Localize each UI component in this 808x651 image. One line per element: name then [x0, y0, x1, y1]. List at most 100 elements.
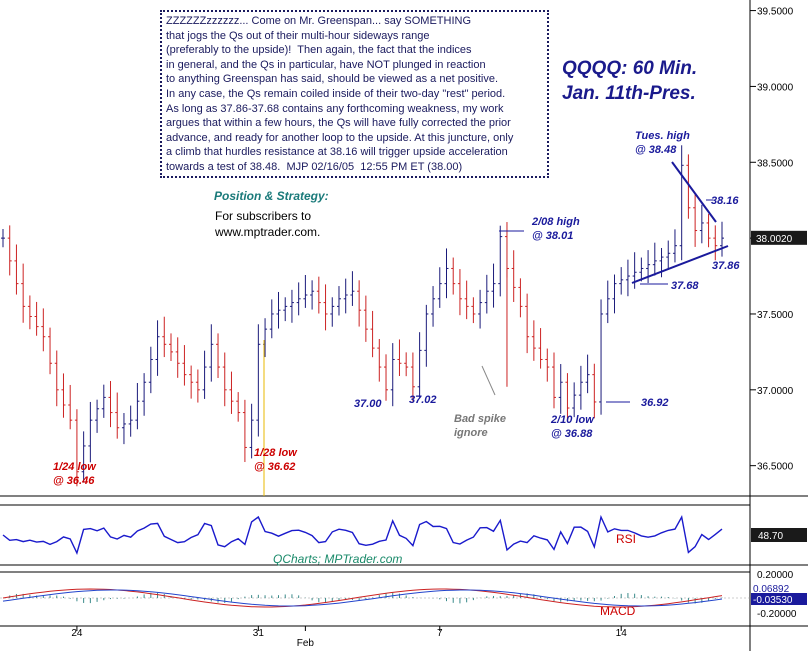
price-bar [54, 350, 59, 407]
price-bar [48, 327, 53, 375]
date-tick-label: 14 [616, 628, 628, 639]
price-bar [88, 401, 93, 463]
price-bar [679, 145, 684, 261]
price-tick-label: 39.0000 [757, 82, 794, 93]
chart-title-line1: QQQQ: 60 Min. [562, 58, 698, 79]
price-bar [310, 280, 315, 310]
price-bar [142, 373, 147, 416]
date-axis: 24 31 Feb 7 14 [71, 626, 627, 649]
macd-value-1: 0.06892 [753, 584, 790, 595]
price-bar [209, 324, 214, 382]
annotation-low-210: 2/10 low @ 36.88 [551, 414, 594, 440]
price-bar [585, 354, 590, 394]
commentary-line: in general, and the Qs in particular, ha… [166, 58, 486, 71]
price-bar [552, 352, 557, 409]
macd-value-box-2 [751, 593, 807, 605]
annotation-3786: 37.86 [712, 260, 740, 272]
price-bar [276, 291, 281, 329]
price-bar [693, 193, 698, 247]
annotation-lines [499, 199, 713, 403]
price-bar [242, 399, 247, 463]
annotation-3816: 38.16 [711, 195, 739, 207]
price-bar [303, 274, 308, 308]
triangle-lines [631, 161, 729, 284]
price-tick-label: 39.5000 [757, 7, 794, 18]
price-bar [323, 284, 328, 331]
price-bar [686, 154, 691, 219]
current-price-label: 38.0020 [756, 234, 793, 245]
price-bar [330, 297, 335, 327]
price-bar [625, 259, 630, 297]
price-bar [61, 373, 66, 418]
price-bar [444, 248, 449, 299]
price-bar [592, 363, 597, 419]
price-bar [68, 384, 73, 430]
price-bar [672, 229, 677, 263]
price-bar [189, 365, 194, 399]
price-bar [249, 403, 254, 459]
triangle-lower-line [631, 245, 729, 284]
rsi-value-box [751, 528, 807, 542]
price-bar [384, 354, 389, 401]
price-tick-label: 37.5000 [757, 310, 794, 321]
price-bar [108, 381, 113, 428]
price-bar [451, 257, 456, 295]
rsi-line [2, 514, 723, 555]
strategy-text: For subscribers to www.mptrader.com. [215, 208, 320, 240]
bad-spike-pointer [481, 365, 496, 396]
date-tick-label: 31 [253, 628, 265, 639]
price-bar [545, 348, 550, 382]
annotation-low-124: 1/24 low @ 36.46 [53, 461, 96, 487]
current-price-box [751, 230, 807, 245]
price-bar [699, 204, 704, 244]
price-bar [639, 257, 644, 282]
strategy-line[interactable]: www.mptrader.com. [215, 225, 321, 239]
commentary-line: to anything Greenspan has said, should b… [166, 73, 499, 86]
commentary-line: In any case, the Qs remain coiled inside… [166, 87, 506, 100]
price-tick-label: 38.5000 [757, 158, 794, 169]
price-bar [357, 280, 362, 327]
date-tick-label: 7 [437, 628, 443, 639]
macd-tick-bottom: -0.20000 [757, 609, 797, 620]
price-bar [578, 365, 583, 410]
price-bar [498, 225, 503, 297]
price-bar [390, 343, 395, 407]
price-bar [283, 297, 288, 322]
price-bar [256, 324, 261, 437]
price-bar [222, 352, 227, 407]
price-bar [713, 225, 718, 261]
price-bar [605, 280, 610, 324]
price-bar [619, 267, 624, 295]
price-bar [296, 282, 301, 316]
price-tick-label: 36.5000 [757, 462, 794, 473]
annotation-3702: 37.02 [409, 394, 437, 406]
commentary-line: As long as 37.86-37.68 contains any fort… [166, 102, 504, 115]
price-bar [377, 338, 382, 382]
price-bar [599, 299, 604, 415]
price-bar [538, 328, 543, 369]
price-bar [350, 271, 355, 306]
price-bar [269, 299, 274, 339]
price-bar [612, 274, 617, 314]
date-tick-label: Feb [297, 638, 315, 649]
price-bar [336, 286, 341, 316]
price-bar [229, 371, 234, 414]
chart-title-line2: Jan. 11th-Pres. [562, 83, 696, 104]
price-bar [289, 289, 294, 323]
price-bar [128, 405, 133, 437]
price-bar [397, 339, 402, 377]
price-bar [706, 213, 711, 248]
price-bar [457, 269, 462, 316]
price-bar [14, 244, 19, 295]
price-bar [74, 409, 79, 487]
price-bar [558, 364, 563, 414]
annotation-high-208: 2/08 high @ 38.01 [532, 216, 580, 242]
price-bar [95, 399, 100, 433]
price-bar [720, 221, 724, 257]
price-bar [162, 316, 167, 358]
price-bar [431, 286, 436, 327]
commentary-line: advance, and ready for another loop to t… [166, 131, 514, 144]
price-bar [316, 276, 321, 314]
commentary-line: towards a test of 38.48. MJP 02/16/05 12… [166, 160, 463, 173]
